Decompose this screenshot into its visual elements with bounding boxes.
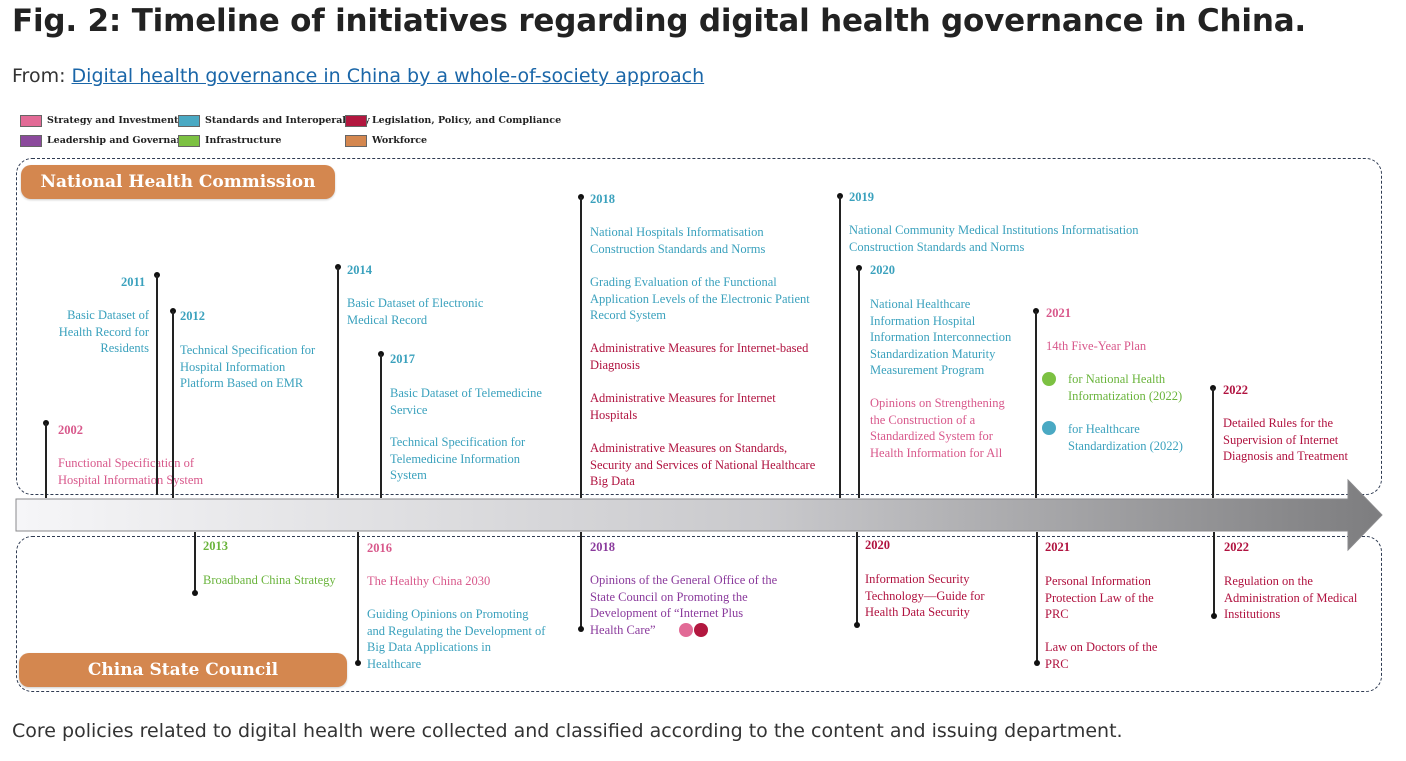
event-year: 2012 [180, 309, 205, 323]
event-year: 2020 [865, 538, 890, 552]
source-line: From: Digital health governance in China… [12, 64, 704, 88]
event-year: 2014 [347, 263, 372, 277]
event-text: Basic Dataset of Electronic Medical Reco… [347, 296, 484, 327]
event-text: National Healthcare Information Hospital… [870, 297, 1012, 377]
event-year: 2011 [121, 275, 146, 289]
event-year: 2021 [1046, 306, 1071, 320]
event-year: 2022 [1224, 540, 1249, 554]
strategy-category-dot [679, 623, 693, 637]
legend-swatch [345, 135, 367, 147]
state-council-panel [16, 536, 1382, 692]
event-text: Information Security Technology—Guide fo… [865, 572, 985, 619]
event-text: Law on Doctors of the PRC [1045, 640, 1158, 671]
event-stem [1213, 532, 1215, 616]
event-year: 2022 [1223, 383, 1248, 397]
legend-label: Strategy and Investment [47, 115, 179, 126]
event-stem [156, 275, 158, 495]
event-marker [1211, 613, 1217, 619]
event-text: Opinions on Strengthening the Constructi… [870, 396, 1005, 460]
event-text: Regulation on the Administration of Medi… [1224, 574, 1358, 621]
event-stem [45, 423, 47, 498]
legend-label: Leadership and Governance [47, 135, 196, 146]
legend-swatch [178, 135, 200, 147]
timeline-arrow [15, 478, 1383, 552]
event-year: 2018 [590, 192, 615, 206]
event-stem [1035, 311, 1037, 498]
source-article-link[interactable]: Digital health governance in China by a … [71, 65, 705, 87]
standards-category-dot [1042, 421, 1056, 435]
nhc-panel [16, 158, 1382, 495]
legend-label: Legislation, Policy, and Compliance [372, 115, 562, 126]
event-text: Administrative Measures for Internet Hos… [590, 391, 776, 422]
legend-strategy: Strategy and Investment [20, 114, 178, 128]
event-year: 2019 [849, 190, 874, 204]
event-text: Basic Dataset of Health Record for Resid… [58, 308, 149, 355]
event-text: for Healthcare Standardization (2022) [1068, 422, 1183, 453]
event-stem [1036, 532, 1038, 662]
event-marker [1034, 660, 1040, 666]
event-stem [1212, 388, 1214, 498]
event-text: 14th Five-Year Plan [1046, 339, 1147, 353]
nhc-label: National Health Commission [21, 165, 335, 199]
event-text: National Community Medical Institutions … [849, 223, 1139, 254]
event-text: Administrative Measures on Standards, Se… [590, 441, 816, 488]
event-text: Technical Specification for Telemedicine… [390, 435, 526, 482]
event-year: 2020 [870, 263, 895, 277]
event-text: Technical Specification for Hospital Inf… [180, 343, 316, 390]
event-year: 2021 [1045, 540, 1070, 554]
timeline-arrow-shape [15, 478, 1383, 552]
legislation-category-dot [694, 623, 708, 637]
event-text: National Hospitals Informatisation Const… [590, 225, 766, 256]
legend-label: Workforce [372, 135, 428, 146]
legend-label: Standards and Interoperability [205, 115, 370, 126]
event-text: Detailed Rules for the Supervision of In… [1223, 416, 1348, 463]
event-text: Broadband China Strategy [203, 573, 336, 587]
figure-caption: Core policies related to digital health … [12, 720, 1123, 742]
legend-legislation: Legislation, Policy, and Compliance [345, 114, 561, 128]
event-text: Grading Evaluation of the Functional App… [590, 275, 810, 322]
infrastructure-category-dot [1042, 372, 1056, 386]
event-year: 2016 [367, 541, 392, 555]
event-text: The Healthy China 2030 [367, 574, 491, 588]
event-stem [858, 268, 860, 498]
event-year: 2017 [390, 352, 415, 366]
event-stem [380, 354, 382, 498]
event-year: 2013 [203, 539, 228, 553]
legend-swatch [178, 115, 200, 127]
event-text: Personal Information Protection Law of t… [1045, 574, 1154, 621]
event-year: 2002 [58, 423, 83, 437]
event-text: Functional Specification of Hospital Inf… [58, 456, 204, 487]
legend-leadership: Leadership and Governance [20, 134, 195, 148]
event-marker [355, 660, 361, 666]
event-text: Administrative Measures for Internet-bas… [590, 341, 809, 372]
event-marker [192, 590, 198, 596]
legend-swatch [20, 135, 42, 147]
event-stem [357, 532, 359, 662]
event-text: Opinions of the General Office of the St… [590, 573, 778, 637]
figure-title: Fig. 2: Timeline of initiatives regardin… [12, 3, 1306, 39]
event-stem [337, 267, 339, 498]
event-year: 2018 [590, 540, 615, 554]
legend-workforce: Workforce [345, 134, 427, 148]
event-text: for National Health Informatization (202… [1068, 372, 1183, 403]
event-stem [839, 196, 841, 498]
timeline-figure: Strategy and Investment Standards and In… [0, 100, 1406, 700]
legend-infrastructure: Infrastructure [178, 134, 281, 148]
event-stem [172, 311, 174, 498]
state-council-label: China State Council [19, 653, 347, 687]
event-text: Basic Dataset of Telemedicine Service [390, 386, 542, 417]
from-label: From: [12, 65, 66, 87]
legend-label: Infrastructure [205, 135, 282, 146]
legend-swatch [345, 115, 367, 127]
legend-swatch [20, 115, 42, 127]
event-stem [856, 532, 858, 624]
event-text: Guiding Opinions on Promoting and Regula… [367, 607, 546, 671]
event-stem [580, 532, 582, 628]
event-marker [578, 626, 584, 632]
event-stem [194, 532, 196, 592]
event-stem [580, 197, 582, 498]
event-marker [854, 622, 860, 628]
legend-standards: Standards and Interoperability [178, 114, 370, 128]
